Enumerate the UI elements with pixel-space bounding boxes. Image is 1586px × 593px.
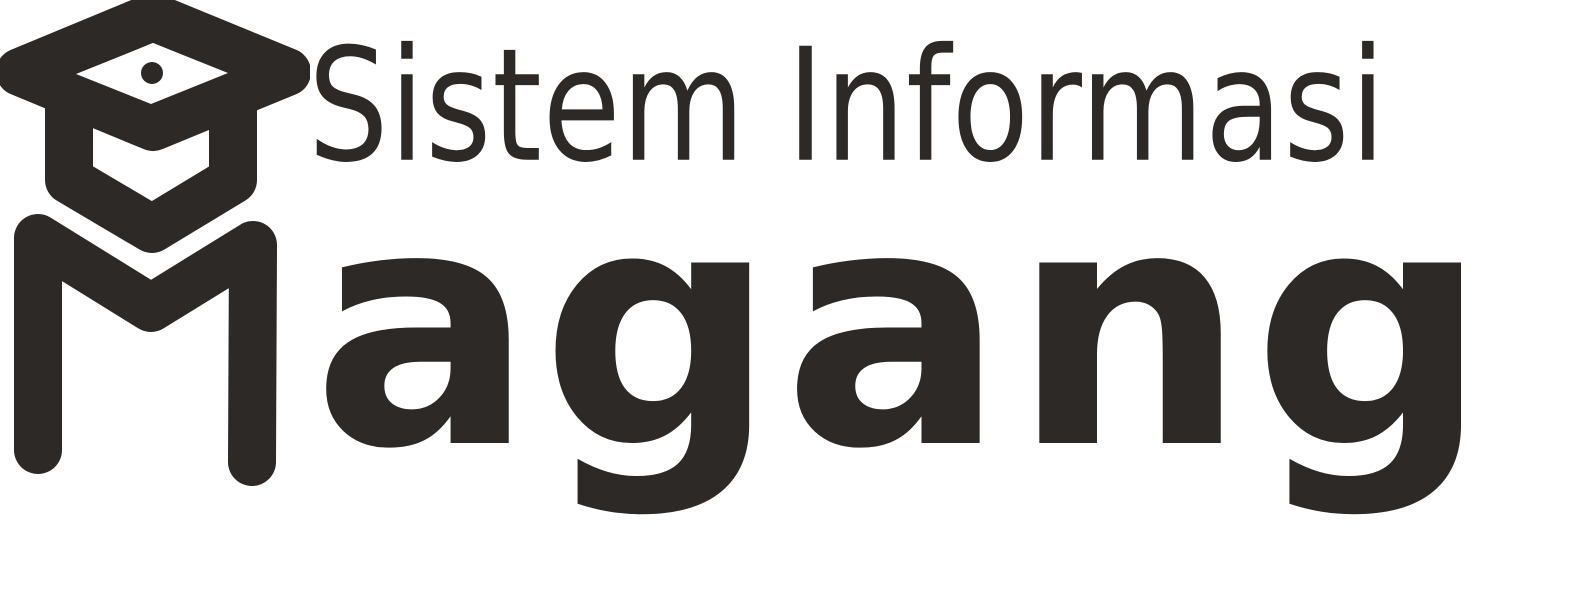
title: agang bbox=[312, 137, 1495, 521]
subtitle: Sistem Informasi bbox=[308, 15, 1387, 198]
graduation-cap-m-icon bbox=[0, 0, 310, 486]
